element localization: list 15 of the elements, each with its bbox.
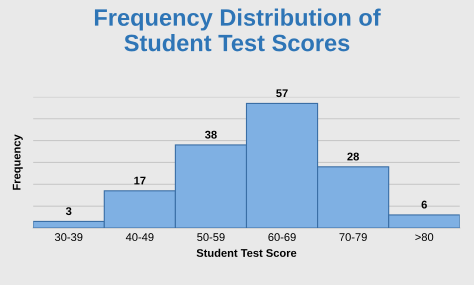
- x-tick-label: 70-79: [339, 233, 367, 242]
- x-tick-label: >80: [415, 233, 434, 242]
- x-tick-label: 30-39: [54, 233, 82, 242]
- x-tick-label: 60-69: [268, 233, 296, 242]
- data-label: 57: [276, 89, 288, 98]
- y-axis-title: Frequency: [12, 134, 23, 190]
- x-tick-label: 50-59: [197, 233, 225, 242]
- data-label: 28: [347, 152, 359, 160]
- data-label: 6: [422, 200, 427, 209]
- chart-title: Frequency Distribution of Student Test Scores: [94, 8, 381, 52]
- data-label: 3: [66, 207, 72, 216]
- x-tick-label: 40-49: [126, 233, 154, 242]
- data-label: 17: [134, 176, 146, 184]
- x-axis-title: Student Test Score: [196, 248, 296, 257]
- data-label: 38: [205, 130, 217, 139]
